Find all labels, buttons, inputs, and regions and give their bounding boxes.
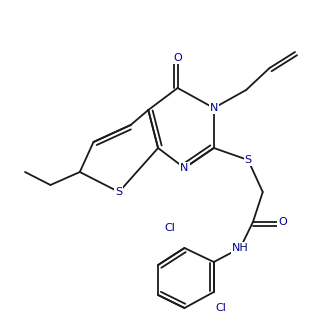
Text: O: O	[278, 217, 287, 227]
Text: S: S	[244, 155, 251, 165]
Text: Cl: Cl	[215, 303, 226, 313]
Text: Cl: Cl	[164, 223, 175, 233]
Text: NH: NH	[232, 243, 249, 253]
Text: N: N	[210, 103, 218, 113]
Text: S: S	[115, 187, 122, 197]
Text: O: O	[173, 53, 182, 63]
Text: N: N	[180, 163, 189, 173]
